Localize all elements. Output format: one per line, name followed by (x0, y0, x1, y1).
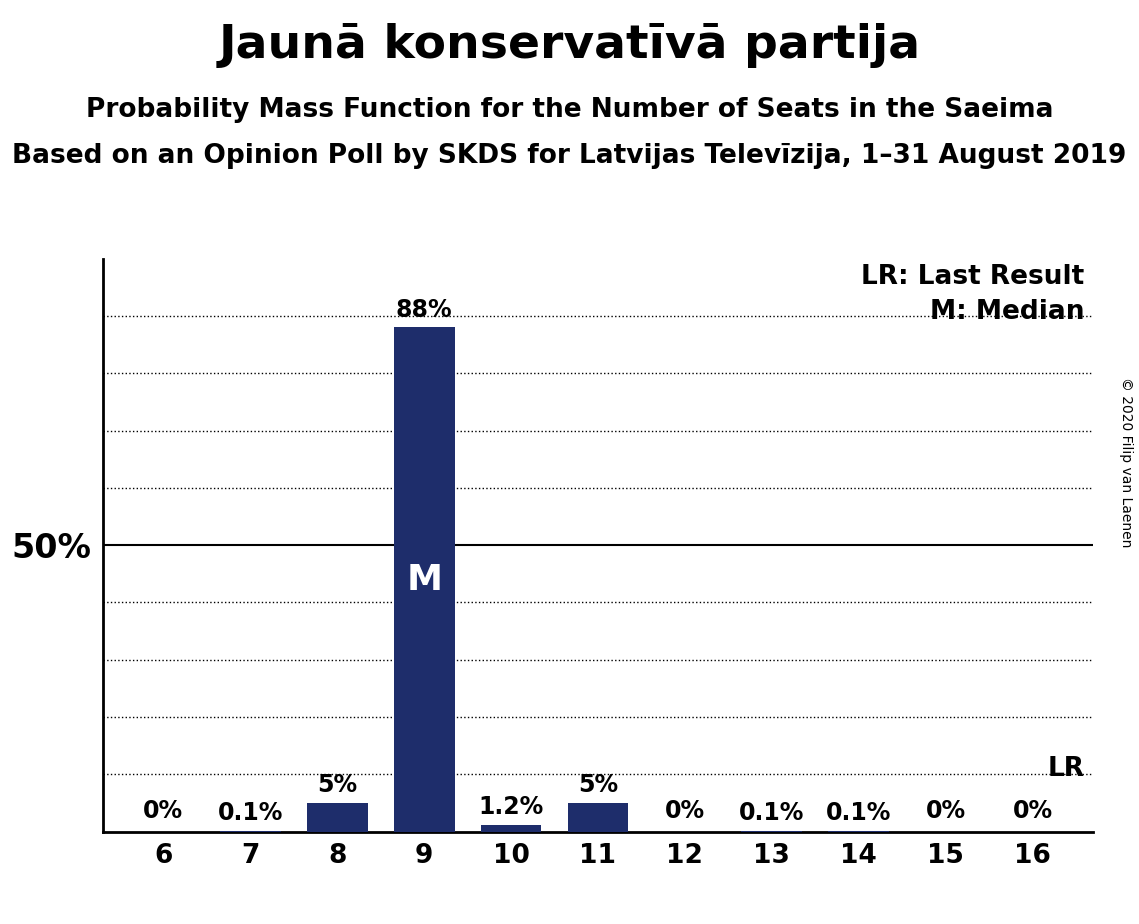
Text: 5%: 5% (577, 773, 618, 797)
Text: M: Median: M: Median (931, 298, 1084, 325)
Text: M: M (407, 563, 442, 597)
Text: 0.1%: 0.1% (218, 801, 282, 825)
Text: Jaunā konservatīvā partija: Jaunā konservatīvā partija (219, 23, 920, 68)
Text: Based on an Opinion Poll by SKDS for Latvijas Televīzija, 1–31 August 2019: Based on an Opinion Poll by SKDS for Lat… (13, 143, 1126, 169)
Text: LR: LR (1048, 756, 1084, 782)
Bar (567, 803, 629, 832)
Bar (306, 803, 368, 832)
Text: 0%: 0% (1013, 799, 1052, 823)
Text: LR: Last Result: LR: Last Result (861, 264, 1084, 290)
Text: 0%: 0% (144, 799, 183, 823)
Text: 5%: 5% (317, 773, 358, 797)
Text: 1.2%: 1.2% (478, 795, 543, 819)
Bar (394, 327, 454, 832)
Text: 0%: 0% (665, 799, 705, 823)
Text: 88%: 88% (396, 298, 452, 322)
Text: © 2020 Filip van Laenen: © 2020 Filip van Laenen (1120, 377, 1133, 547)
Text: 0%: 0% (926, 799, 966, 823)
Text: 0.1%: 0.1% (739, 801, 804, 825)
Text: Probability Mass Function for the Number of Seats in the Saeima: Probability Mass Function for the Number… (85, 97, 1054, 123)
Bar (481, 825, 541, 832)
Text: 0.1%: 0.1% (826, 801, 892, 825)
